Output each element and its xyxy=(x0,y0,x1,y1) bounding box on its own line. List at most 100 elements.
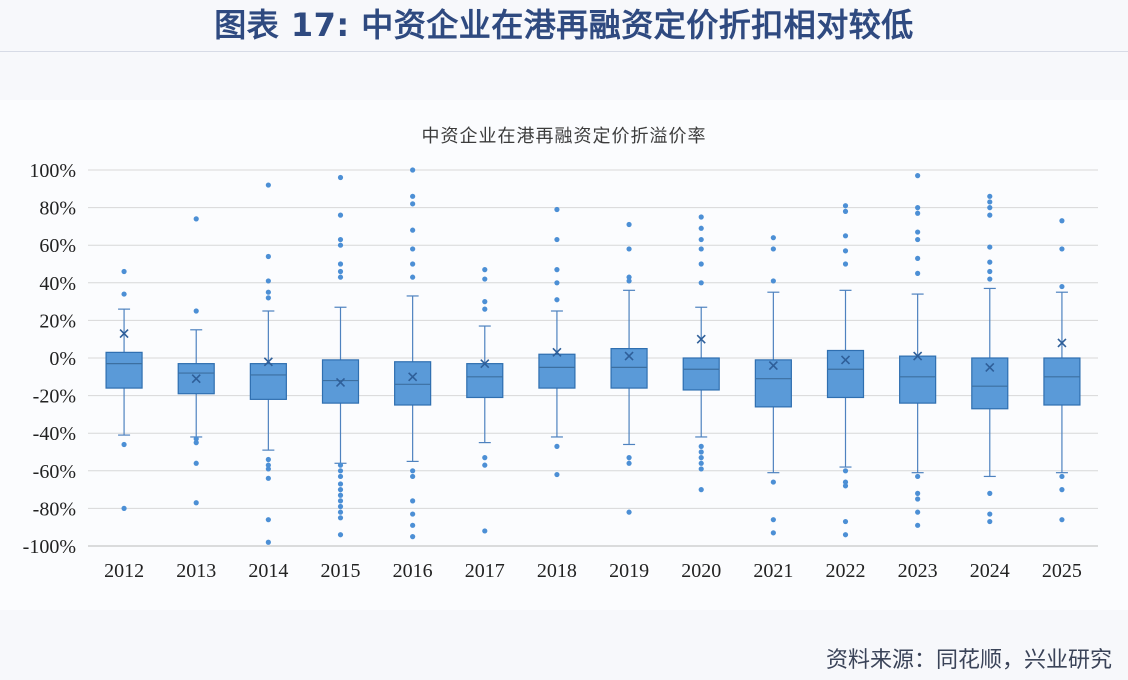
box-iqr xyxy=(826,349,865,399)
outlier-point xyxy=(410,246,416,252)
y-tick-label: 0% xyxy=(49,348,76,370)
mean-marker xyxy=(840,355,851,365)
outlier-point xyxy=(410,511,416,517)
outlier-point xyxy=(626,509,632,515)
outlier-point xyxy=(554,443,560,449)
outlier-point xyxy=(626,278,632,284)
outlier-point xyxy=(265,539,271,545)
y-tick-label: -20% xyxy=(33,386,76,408)
outlier-point xyxy=(410,227,416,233)
outlier-point xyxy=(915,205,921,211)
outlier-point xyxy=(337,268,344,275)
box-iqr xyxy=(754,359,792,408)
mean-marker xyxy=(1057,338,1067,348)
outlier-point xyxy=(337,532,344,538)
outlier-point xyxy=(987,490,993,496)
outlier-point xyxy=(337,503,344,510)
y-tick-label: 40% xyxy=(39,273,76,295)
outlier-point xyxy=(337,212,344,218)
outlier-point xyxy=(987,199,993,205)
outlier-point xyxy=(915,210,921,216)
outlier-point xyxy=(987,518,993,525)
outlier-point xyxy=(987,193,993,199)
outlier-point xyxy=(410,274,416,280)
outlier-point xyxy=(915,496,921,502)
outlier-point xyxy=(410,201,416,207)
outlier-point xyxy=(554,297,560,303)
outlier-point xyxy=(842,479,849,485)
x-tick-label: 2013 xyxy=(176,560,216,582)
outlier-point xyxy=(482,276,488,282)
x-tick-label: 2025 xyxy=(1042,560,1082,582)
box-iqr xyxy=(394,361,432,406)
outlier-point xyxy=(482,299,488,305)
mean-marker xyxy=(552,347,562,357)
outlier-point xyxy=(337,468,344,474)
outlier-point xyxy=(915,255,921,261)
outlier-point xyxy=(698,261,704,267)
y-tick-label: -60% xyxy=(33,461,76,483)
x-tick-label: 2022 xyxy=(826,560,866,582)
outlier-point xyxy=(626,274,632,280)
outlier-point xyxy=(121,505,127,511)
outlier-point xyxy=(770,530,776,536)
outlier-point xyxy=(265,289,271,295)
outlier-point xyxy=(193,216,199,222)
outlier-point xyxy=(265,278,271,284)
outlier-point xyxy=(482,528,488,534)
mean-marker xyxy=(768,360,778,371)
outlier-point xyxy=(915,173,921,179)
box-iqr xyxy=(610,348,648,389)
outlier-point xyxy=(554,280,560,286)
outlier-point xyxy=(698,443,704,449)
box-iqr xyxy=(682,357,720,391)
outlier-point xyxy=(410,534,416,540)
outlier-point xyxy=(265,253,271,260)
outlier-point xyxy=(410,167,416,173)
outlier-point xyxy=(770,479,776,485)
outlier-point xyxy=(121,441,127,448)
outlier-point xyxy=(554,236,560,243)
y-tick-label: 60% xyxy=(39,235,76,257)
outlier-point xyxy=(842,261,849,267)
mean-marker xyxy=(191,374,201,384)
outlier-point xyxy=(337,242,344,248)
outlier-point xyxy=(987,244,993,250)
mean-marker xyxy=(119,328,129,339)
outlier-point xyxy=(337,462,344,468)
outlier-point xyxy=(626,460,632,466)
box-iqr xyxy=(249,363,287,400)
outlier-point xyxy=(842,203,849,209)
y-tick-label: 20% xyxy=(39,310,76,332)
y-tick-label: -80% xyxy=(33,498,76,520)
outlier-point xyxy=(193,440,199,446)
box-iqr xyxy=(538,353,576,389)
outlier-point xyxy=(193,436,199,442)
outlier-point xyxy=(698,246,704,252)
mean-marker xyxy=(408,372,418,382)
title-divider xyxy=(0,51,1128,52)
outlier-point xyxy=(337,515,344,521)
chart-title: 中资企业在港再融资定价折溢价率 xyxy=(421,126,707,147)
outlier-point xyxy=(842,233,849,239)
box-iqr xyxy=(899,355,937,404)
mean-marker xyxy=(480,359,490,369)
x-tick-label: 2023 xyxy=(898,560,938,582)
outlier-point xyxy=(482,306,488,312)
outlier-point xyxy=(265,295,271,301)
outlier-point xyxy=(1059,473,1065,480)
outlier-point xyxy=(915,229,921,235)
y-tick-label: -100% xyxy=(23,536,76,558)
outlier-point xyxy=(987,259,993,265)
outlier-point xyxy=(410,498,416,504)
outlier-point xyxy=(410,261,416,267)
outlier-point xyxy=(482,462,488,468)
outlier-point xyxy=(410,522,416,528)
box-iqr xyxy=(1043,357,1081,406)
outlier-point xyxy=(770,246,776,252)
outlier-point xyxy=(842,518,849,525)
outlier-point xyxy=(915,509,921,515)
outlier-point xyxy=(337,236,344,243)
outlier-point xyxy=(265,475,271,481)
mean-marker xyxy=(913,351,923,361)
